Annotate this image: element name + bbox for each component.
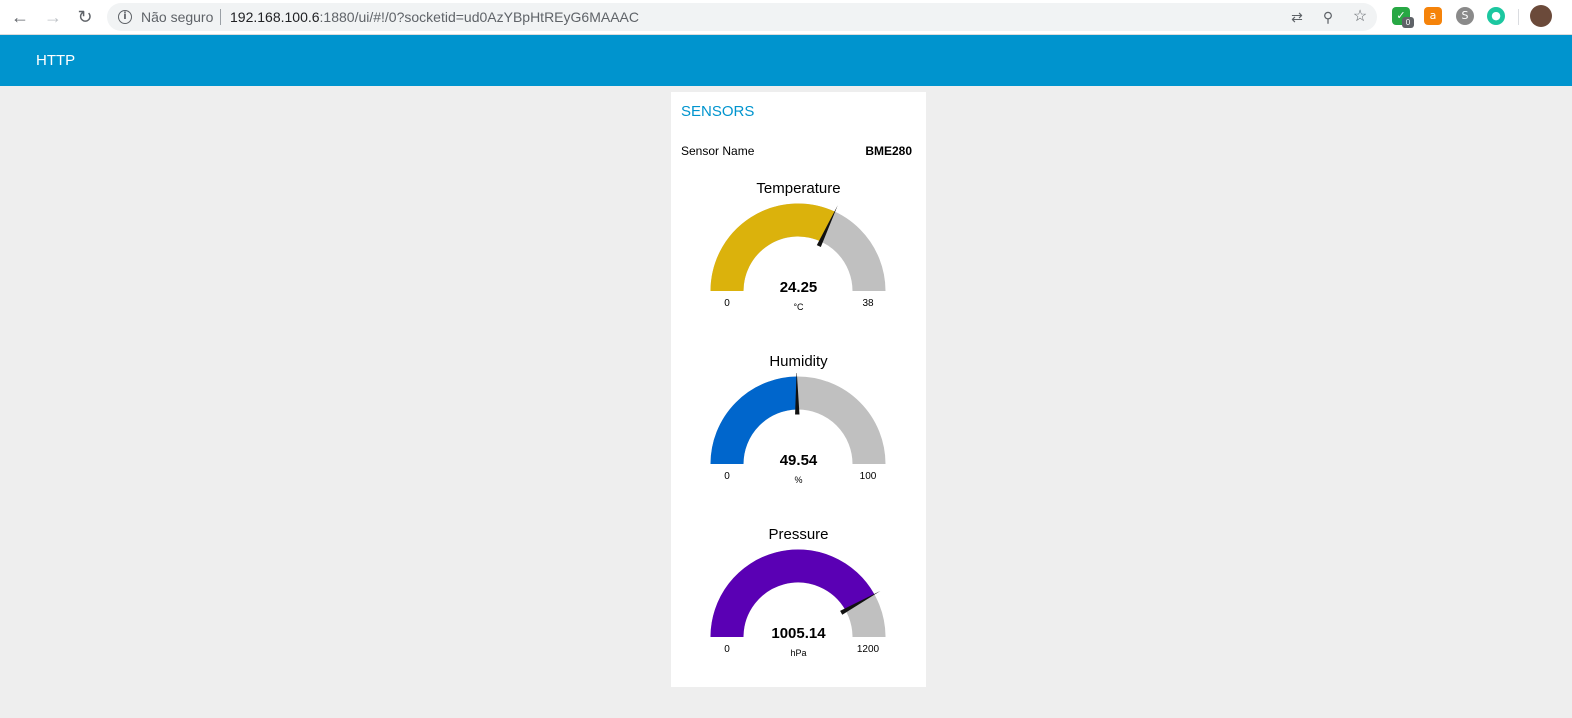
gauge-dial (710, 373, 886, 465)
translate-icon[interactable]: ⇄ (1291, 9, 1303, 25)
url-host: 192.168.100.6 (230, 9, 320, 25)
gauge-title: Pressure (768, 526, 829, 543)
sensors-card: SENSORS Sensor Name BME280 Temperature 2… (671, 92, 926, 687)
divider (220, 9, 221, 25)
reload-icon[interactable]: ↻ (77, 7, 93, 27)
gauge-fill (710, 549, 875, 638)
gauge-fill (710, 203, 835, 292)
gauge-needle (840, 590, 881, 615)
gauge-max: 1200 (856, 644, 880, 655)
gauge-min: 0 (724, 298, 730, 309)
gauge-value: 24.25 (779, 279, 818, 296)
address-bar[interactable]: i Não seguro 192.168.100.6:1880/ui/#!/0?… (107, 3, 1377, 31)
divider (1518, 9, 1519, 25)
sensor-name-label: Sensor Name (681, 144, 755, 158)
pressure-gauge: Pressure 1005.14 hPa 0 1200 (671, 526, 926, 686)
url-text[interactable]: 192.168.100.6:1880/ui/#!/0?socketid=ud0A… (230, 9, 639, 25)
gauge-unit: hPa (790, 648, 807, 658)
zoom-icon[interactable]: ⚲ (1322, 9, 1334, 25)
sensor-name-value: BME280 (865, 144, 912, 158)
gauge-needle (795, 373, 800, 415)
security-indicator[interactable]: Não seguro (141, 9, 214, 25)
forward-icon[interactable]: → (44, 7, 62, 27)
card-title: SENSORS (681, 103, 755, 120)
vpn-shield-icon[interactable]: ● (1487, 7, 1505, 25)
gauge-value: 1005.14 (771, 625, 826, 642)
url-path: :1880/ui/#!/0?socketid=ud0AzYBpHtREyG6MA… (319, 9, 639, 25)
gauge-needle (816, 205, 838, 248)
gauge-unit: °C (793, 302, 804, 312)
skype-icon[interactable]: S (1456, 7, 1474, 25)
gauge-min: 0 (724, 471, 730, 482)
app-header: HTTP (0, 35, 1572, 86)
gauge-min: 0 (724, 644, 730, 655)
gauge-max: 38 (862, 298, 874, 309)
info-icon[interactable]: i (118, 10, 132, 24)
extension-badge: 0 (1402, 17, 1414, 28)
gauge-fill (710, 376, 798, 465)
star-icon[interactable]: ☆ (1352, 8, 1368, 25)
page-title: HTTP (36, 52, 76, 69)
back-icon[interactable]: ← (11, 7, 29, 27)
gauge-dial (710, 203, 886, 292)
humidity-gauge: Humidity 49.54 % 0 100 (671, 353, 926, 513)
avatar[interactable] (1530, 5, 1552, 27)
gauge-title: Humidity (769, 353, 828, 370)
gauge-unit: % (794, 475, 803, 485)
browser-toolbar: ← → ↻ i Não seguro 192.168.100.6:1880/ui… (0, 0, 1572, 35)
gauge-dial (710, 549, 886, 638)
gauge-max: 100 (859, 471, 877, 482)
gauge-title: Temperature (756, 180, 841, 197)
shopping-bag-icon[interactable]: a (1424, 7, 1442, 25)
gauge-value: 49.54 (779, 452, 818, 469)
temperature-gauge: Temperature 24.25 °C 0 38 (671, 180, 926, 340)
